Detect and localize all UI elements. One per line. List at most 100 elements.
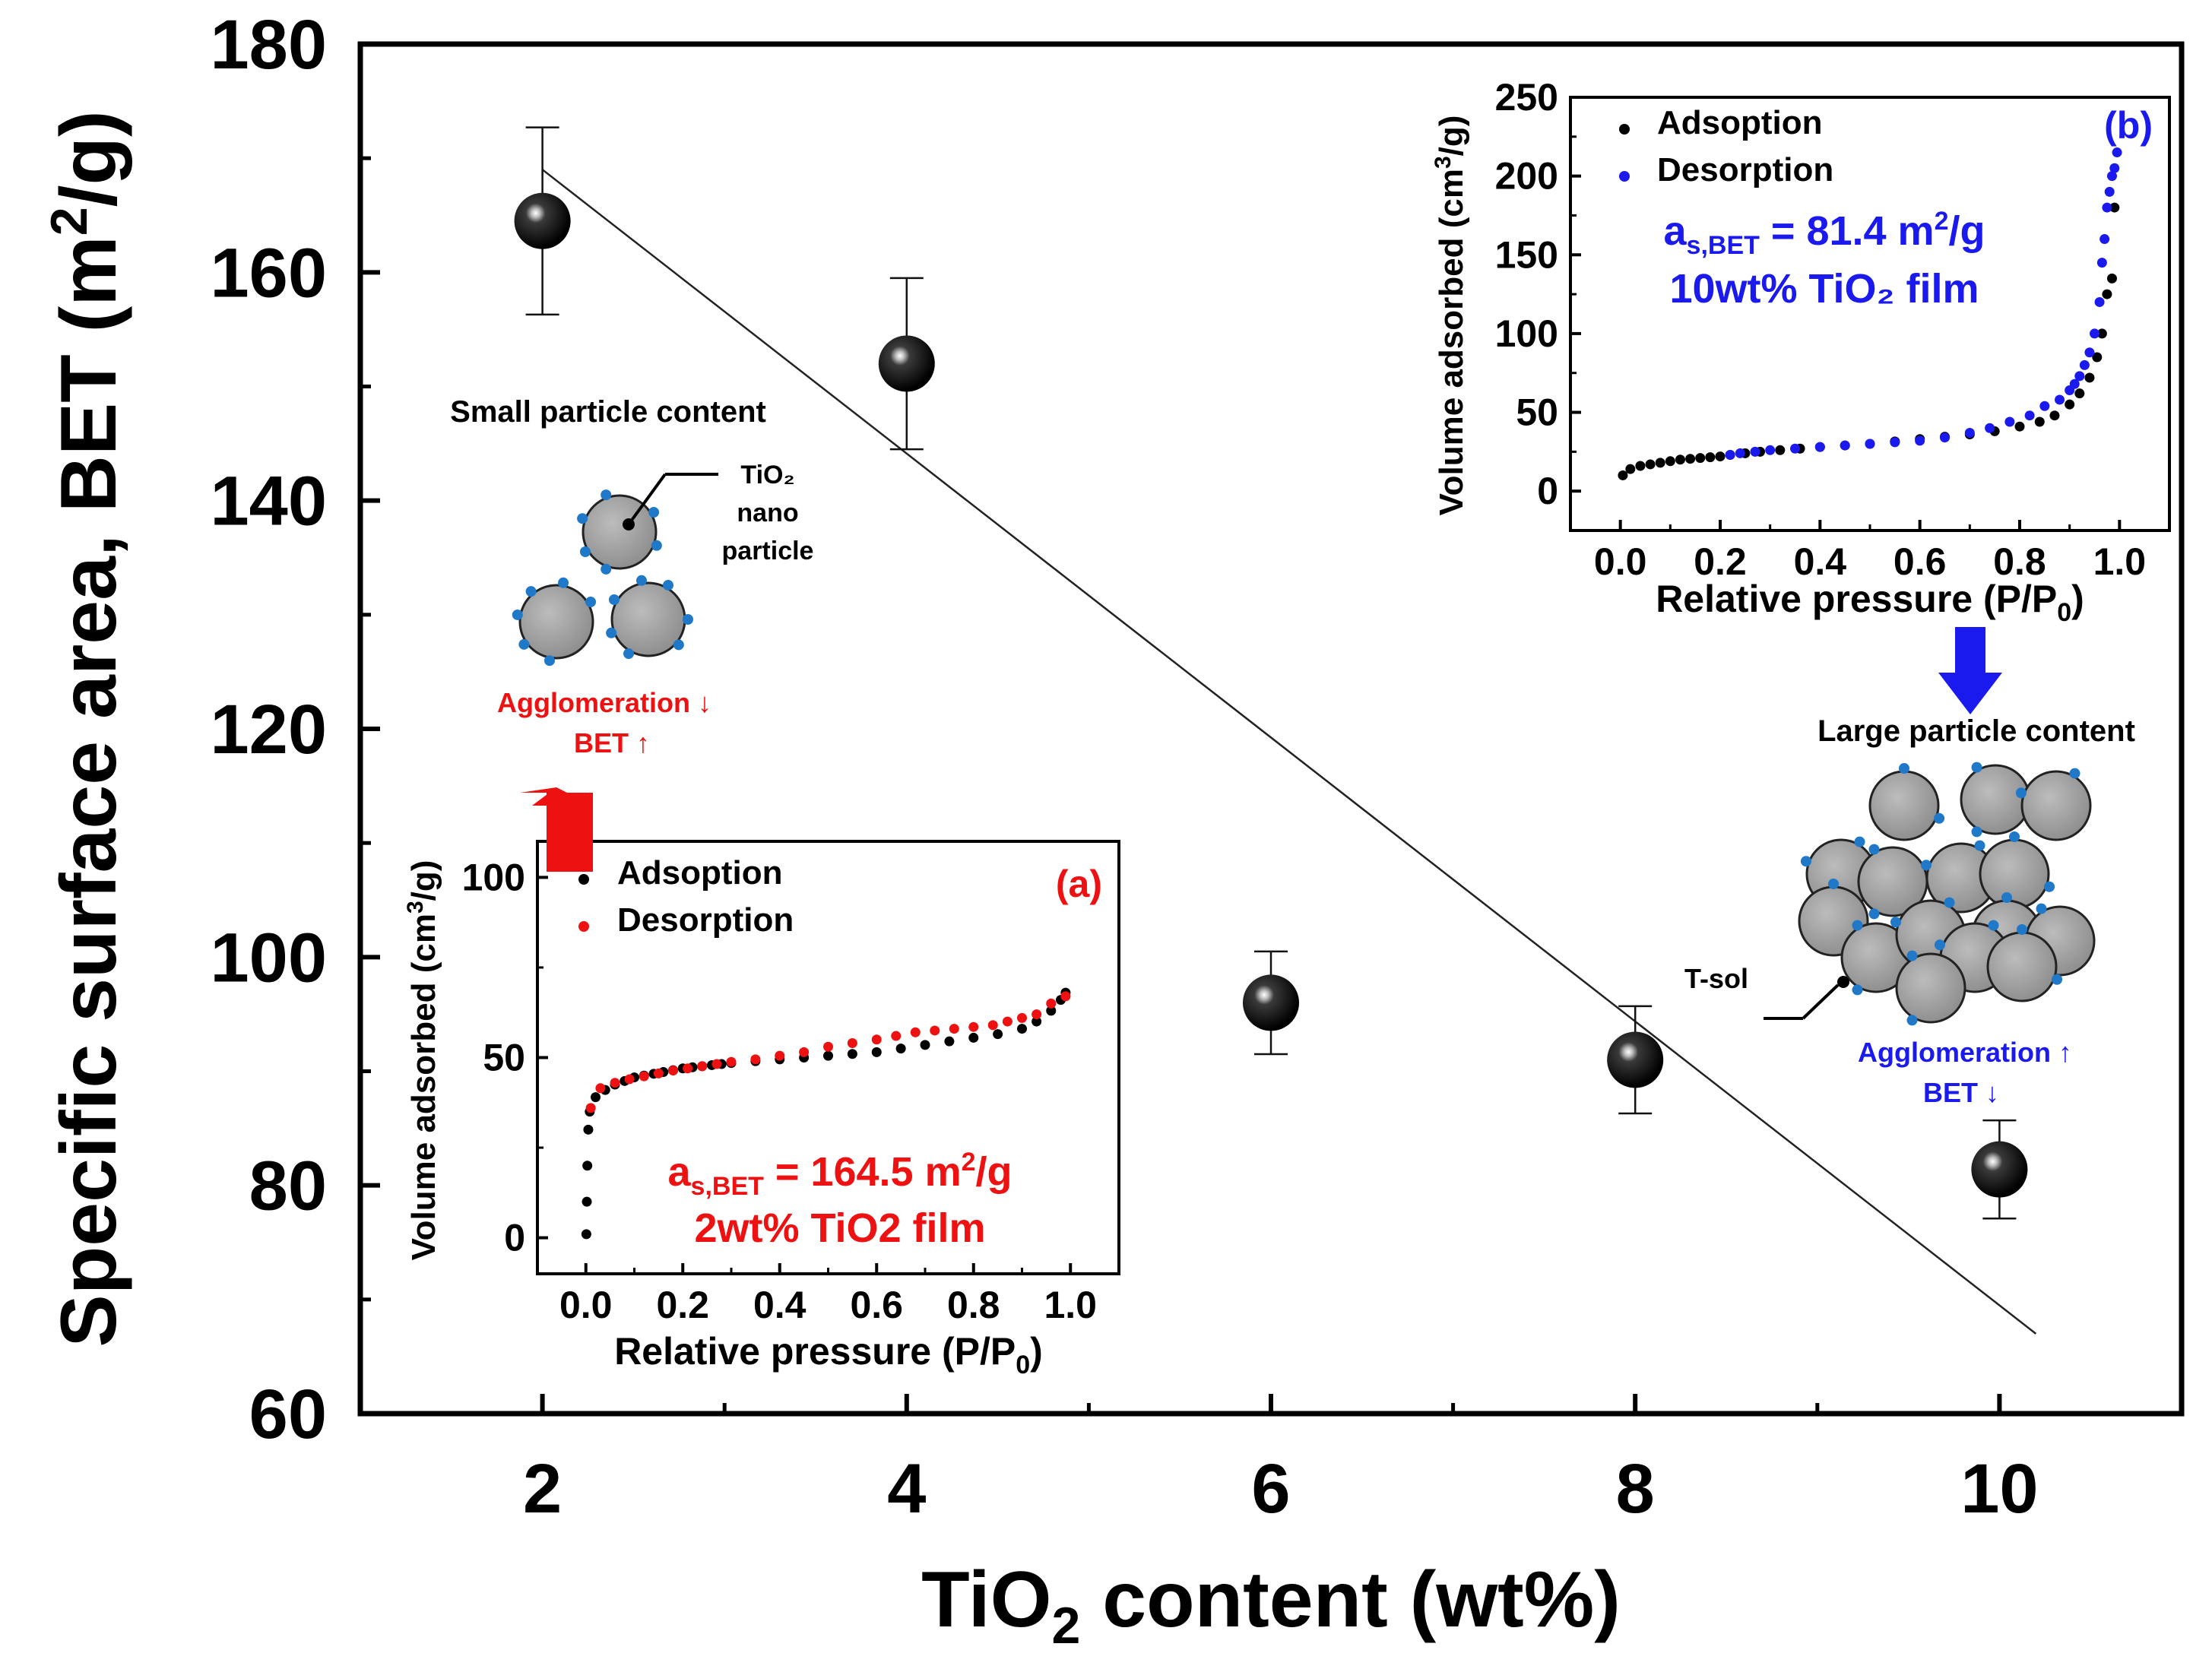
inset-data-point: [2065, 385, 2075, 396]
inset-data-point: [1685, 454, 1696, 464]
inset-data-point: [581, 1229, 591, 1240]
inset-data-point: [585, 1103, 596, 1113]
sol-dot: [663, 579, 673, 591]
x-tick-label: 2: [523, 1450, 562, 1528]
inset-data-point: [2112, 147, 2122, 158]
inset-data-point: [2090, 328, 2099, 339]
inset-data-point: [711, 1059, 722, 1069]
sol-dot: [601, 489, 612, 501]
inset-b-data-points: [1618, 147, 2122, 480]
sol-dot: [585, 597, 597, 607]
inset-data-point: [1655, 458, 1665, 468]
inset-data-point: [1017, 1024, 1027, 1034]
sol-dot: [1971, 762, 1982, 773]
inset-data-point: [1645, 459, 1656, 470]
inset-y-tick-label: 50: [483, 1037, 525, 1079]
inset-a-legend: Adsoption Desorption: [578, 854, 794, 939]
inset-data-point: [1695, 453, 1706, 464]
inset-data-point: [726, 1056, 737, 1067]
data-point: [878, 335, 935, 392]
inset-data-point: [2014, 421, 2025, 432]
inset-data-point: [1715, 451, 1726, 462]
inset-data-point: [1017, 1012, 1027, 1023]
inset-a-x-axis-title: Relative pressure (P/P0): [614, 1330, 1043, 1379]
inset-x-tick-label: 0.6: [1894, 540, 1947, 583]
tio2-particle: [1986, 931, 2058, 1002]
tio2-callout-line: [627, 473, 667, 526]
sol-dot: [648, 507, 660, 518]
inset-data-point: [639, 1071, 649, 1082]
inset-data-point: [1840, 440, 1850, 451]
sol-dot: [2009, 831, 2020, 842]
tio2-callout-dot: [623, 518, 635, 530]
tsol-callout-dot: [1837, 976, 1849, 988]
inset-data-point: [1060, 991, 1071, 1002]
inset-data-point: [1002, 1016, 1013, 1027]
inset-data-point: [968, 1021, 979, 1032]
inset-data-point: [2004, 416, 2015, 427]
sol-dot: [2001, 892, 2012, 903]
inset-a-axes: 0.0 0.2 0.4 0.6 0.8 1.0 0 50 100: [462, 856, 1097, 1326]
inset-data-point: [1046, 998, 1057, 1009]
legend-label-desorption: Desorption: [1657, 151, 1833, 188]
sol-dot: [2015, 787, 2027, 799]
inset-data-point: [1915, 435, 1925, 446]
inset-data-point: [1790, 443, 1800, 454]
inset-data-point: [1675, 454, 1685, 465]
sol-dot: [623, 648, 634, 660]
sol-dot: [635, 575, 647, 586]
tsol-callout-line: [1802, 983, 1840, 1020]
inset-y-tick-label: 0: [1537, 470, 1558, 512]
inset-data-point: [949, 1024, 959, 1034]
inset-data-point: [624, 1074, 635, 1085]
inset-data-point: [2024, 410, 2035, 421]
inset-data-point: [595, 1083, 606, 1094]
tio2-particle: [2020, 770, 2092, 841]
inset-a-panel-label: (a): [1056, 863, 1102, 905]
inset-data-point: [775, 1050, 785, 1061]
sol-dot: [1971, 826, 1982, 838]
sol-dot: [1828, 879, 1839, 889]
tio2-particle: [518, 584, 594, 660]
sol-dot: [601, 563, 612, 575]
inset-data-point: [1618, 470, 1628, 480]
sol-dot: [1868, 844, 1880, 855]
inset-data-point: [1046, 1006, 1057, 1016]
inset-data-point: [1665, 456, 1675, 467]
inset-data-point: [1032, 1016, 1042, 1027]
inset-data-point: [2034, 416, 2045, 427]
inset-data-point: [2092, 352, 2103, 363]
inset-a-y-axis-title: Volume adsorbed (cm3/g): [403, 860, 442, 1261]
main-axes: 2 4 6 8 10 60 80 100 120 140 160 180: [211, 6, 2184, 1528]
sol-dot: [512, 609, 523, 620]
inset-data-point: [2104, 186, 2115, 197]
inset-data-point: [2094, 296, 2105, 307]
inset-y-tick-label: 100: [462, 856, 525, 898]
tio2-callout-line2: nano: [737, 499, 798, 527]
sol-dot: [606, 627, 617, 638]
inset-data-point: [1814, 442, 1825, 452]
inset-data-point: [1964, 427, 1975, 438]
data-point: [514, 192, 571, 249]
small-particle-schematic: Small particle content TiO₂ nano particl…: [450, 395, 813, 872]
small-effect-line1: Agglomeration ↓: [497, 687, 711, 718]
sol-dot: [1934, 812, 1945, 824]
inset-x-tick-label: 0.0: [1594, 540, 1647, 583]
inset-data-point: [697, 1061, 708, 1072]
inset-a: 0.0 0.2 0.4 0.6 0.8 1.0 0 50 100 (a) Adsoption D…: [403, 840, 1120, 1379]
inset-data-point: [871, 1047, 882, 1057]
inset-data-point: [2106, 171, 2117, 182]
inset-x-tick-label: 0.4: [753, 1284, 807, 1326]
inset-data-point: [895, 1044, 906, 1054]
sol-dot: [2036, 903, 2047, 914]
sol-dot: [1906, 1015, 1918, 1026]
legend-marker-adsorption: [1619, 124, 1630, 135]
inset-data-point: [582, 1196, 592, 1207]
inset-data-point: [1635, 461, 1646, 471]
inset-data-point: [591, 1092, 601, 1103]
inset-data-point: [750, 1054, 761, 1065]
y-tick-label: 100: [211, 919, 328, 996]
sol-dot: [1988, 920, 1999, 931]
tio2-particle: [582, 494, 658, 570]
x-tick-label: 6: [1251, 1450, 1290, 1528]
